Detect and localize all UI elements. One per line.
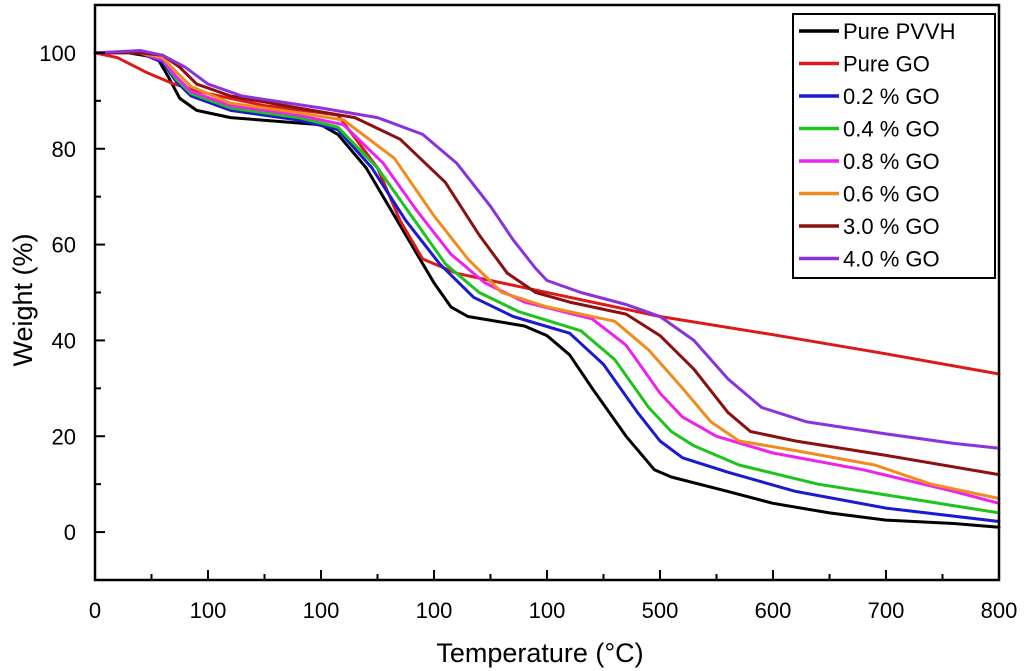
x-tick-label: 700: [868, 598, 905, 623]
legend-label: 0.8 % GO: [843, 149, 940, 174]
x-tick-label: 500: [642, 598, 679, 623]
series-line-0-4-go: [93, 51, 1001, 515]
series-line-0-8-go: [93, 51, 1001, 505]
x-tick-label: 100: [303, 598, 340, 623]
y-axis-title: Weight (%): [8, 233, 38, 366]
series-line-0-2-go: [93, 51, 1001, 523]
x-tick-label: 100: [529, 598, 566, 623]
legend-label: Pure PVVH: [843, 19, 956, 44]
legend-box: [792, 13, 996, 279]
y-tick-label: 60: [52, 233, 76, 258]
y-tick-label: 0: [64, 520, 76, 545]
x-tick-label: 100: [190, 598, 227, 623]
y-tick-label: 20: [52, 424, 76, 449]
x-tick-label: 600: [755, 598, 792, 623]
series-line-0-6-go: [93, 51, 1001, 500]
legend-label: 4.0 % GO: [843, 247, 940, 272]
legend-label: 0.2 % GO: [843, 84, 940, 109]
series-line-pure-pvvh: [93, 51, 1001, 529]
legend-label: 3.0 % GO: [843, 214, 940, 239]
y-tick-label: 80: [52, 137, 76, 162]
axis-ticks: [94, 51, 1000, 580]
legend-label: 0.4 % GO: [843, 117, 940, 142]
series-line-3-0-go: [93, 51, 1001, 477]
y-tick-labels: 0 20 40 60 80 100: [39, 41, 76, 545]
x-tick-label: 100: [416, 598, 453, 623]
legend-label: 0.6 % GO: [843, 182, 940, 207]
y-tick-label: 40: [52, 328, 76, 353]
x-tick-labels: 0 100 100 100 100 500 600 700 800: [89, 598, 1017, 623]
legend: Pure PVVH Pure GO 0.2 % GO 0.4 % GO 0.8 % GO…: [792, 13, 996, 279]
x-tick-label: 800: [981, 598, 1018, 623]
series-line-4-0-go: [93, 49, 1001, 450]
x-axis-title: Temperature (°C): [436, 638, 643, 668]
plot-series-group: [93, 49, 1001, 529]
x-tick-label: 0: [89, 598, 101, 623]
y-tick-label: 100: [39, 41, 76, 66]
legend-label: Pure GO: [843, 52, 930, 77]
